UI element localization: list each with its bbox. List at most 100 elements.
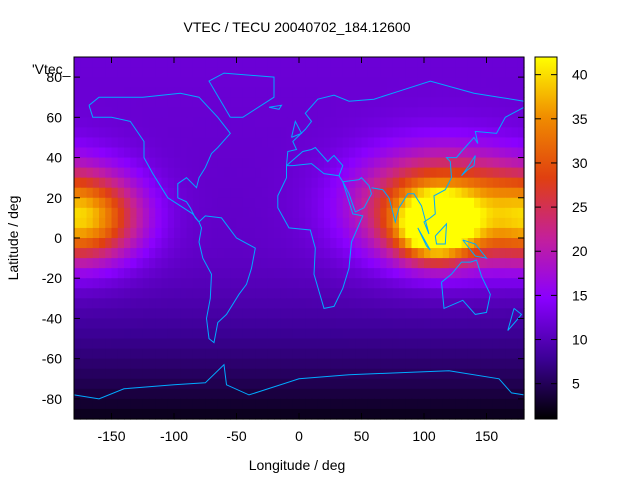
heatmap-cell (342, 157, 350, 169)
heatmap-cell (267, 87, 275, 98)
heatmap-cell (499, 227, 506, 239)
heatmap-cell (305, 308, 313, 320)
heatmap-cell (280, 368, 288, 380)
heatmap-cell (305, 187, 313, 199)
heatmap-cell (492, 207, 500, 219)
heatmap-cell (486, 268, 494, 279)
heatmap-cell (186, 167, 194, 179)
heatmap-cell (280, 197, 288, 209)
heatmap-cell (192, 288, 200, 299)
heatmap-cell (242, 147, 250, 159)
heatmap-cell (130, 378, 138, 390)
heatmap-cell (224, 207, 231, 219)
heatmap-cell (324, 298, 331, 309)
heatmap-cell (249, 217, 256, 229)
heatmap-cell (292, 177, 300, 189)
heatmap-cell (505, 127, 513, 139)
heatmap-cell (255, 308, 263, 320)
heatmap-cell (230, 167, 238, 179)
heatmap-cell (374, 167, 381, 179)
heatmap-cell (399, 167, 406, 179)
heatmap-cell (105, 207, 113, 219)
heatmap-cell (292, 268, 300, 279)
heatmap-cell (236, 348, 244, 360)
heatmap-cell (486, 408, 494, 420)
heatmap-cell (399, 238, 406, 249)
heatmap-cell (292, 398, 300, 410)
heatmap-cell (311, 288, 319, 299)
heatmap-cell (405, 348, 413, 360)
heatmap-cell (149, 348, 156, 360)
heatmap-cell (249, 338, 256, 350)
heatmap-cell (149, 197, 156, 209)
heatmap-cell (186, 318, 194, 330)
heatmap-cell (342, 348, 350, 360)
heatmap-cell (255, 358, 263, 370)
heatmap-cell (424, 67, 431, 78)
heatmap-cell (211, 308, 219, 320)
heatmap-cell (311, 268, 319, 279)
heatmap-cell (392, 288, 400, 299)
heatmap-cell (486, 338, 494, 350)
heatmap-cell (405, 318, 413, 330)
heatmap-cell (224, 117, 231, 128)
heatmap-cell (342, 107, 350, 118)
heatmap-cell (74, 167, 81, 179)
heatmap-cell (386, 97, 394, 108)
heatmap-cell (167, 207, 175, 219)
heatmap-cell (105, 187, 113, 199)
heatmap-cell (242, 157, 250, 169)
heatmap-cell (336, 187, 344, 199)
heatmap-cell (274, 157, 281, 169)
heatmap-cell (367, 177, 375, 189)
heatmap-cell (311, 298, 319, 309)
heatmap-cell (467, 318, 475, 330)
heatmap-cell (505, 207, 513, 219)
heatmap-cell (174, 127, 181, 139)
heatmap-cell (124, 97, 131, 108)
heatmap-cell (361, 187, 369, 199)
y-tick-label: 60 (46, 109, 62, 125)
heatmap-cell (330, 77, 338, 88)
heatmap-cell (199, 87, 206, 98)
heatmap-cell (217, 408, 225, 420)
heatmap-cell (205, 157, 213, 169)
heatmap-cell (480, 278, 488, 289)
heatmap-cell (155, 368, 163, 380)
heatmap-cell (117, 318, 125, 330)
heatmap-cell (405, 368, 413, 380)
heatmap-cell (249, 127, 256, 139)
heatmap-cell (217, 318, 225, 330)
heatmap-cell (242, 248, 250, 259)
heatmap-cell (274, 258, 281, 269)
heatmap-cell (399, 318, 406, 330)
heatmap-cell (474, 187, 481, 199)
heatmap-cell (505, 217, 513, 229)
heatmap-cell (330, 167, 338, 179)
heatmap-cell (167, 167, 175, 179)
heatmap-cell (499, 358, 506, 370)
heatmap-cell (149, 318, 156, 330)
heatmap-cell (86, 77, 94, 88)
heatmap-cell (361, 217, 369, 229)
heatmap-cell (461, 358, 469, 370)
heatmap-cell (186, 348, 194, 360)
heatmap-cell (124, 338, 131, 350)
heatmap-cell (324, 137, 331, 149)
heatmap-cell (261, 338, 269, 350)
heatmap-cell (230, 318, 238, 330)
heatmap-cell (136, 298, 144, 309)
heatmap-cell (330, 207, 338, 219)
heatmap-cell (455, 378, 463, 390)
heatmap-cell (74, 348, 81, 360)
heatmap-cell (317, 278, 325, 289)
heatmap-cell (324, 57, 331, 68)
heatmap-cell (305, 378, 313, 390)
heatmap-cell (467, 278, 475, 289)
heatmap-cell (105, 388, 113, 400)
heatmap-cell (180, 137, 188, 149)
heatmap-cell (449, 167, 456, 179)
heatmap-cell (442, 268, 450, 279)
heatmap-cell (480, 308, 488, 320)
heatmap-cell (474, 368, 481, 380)
